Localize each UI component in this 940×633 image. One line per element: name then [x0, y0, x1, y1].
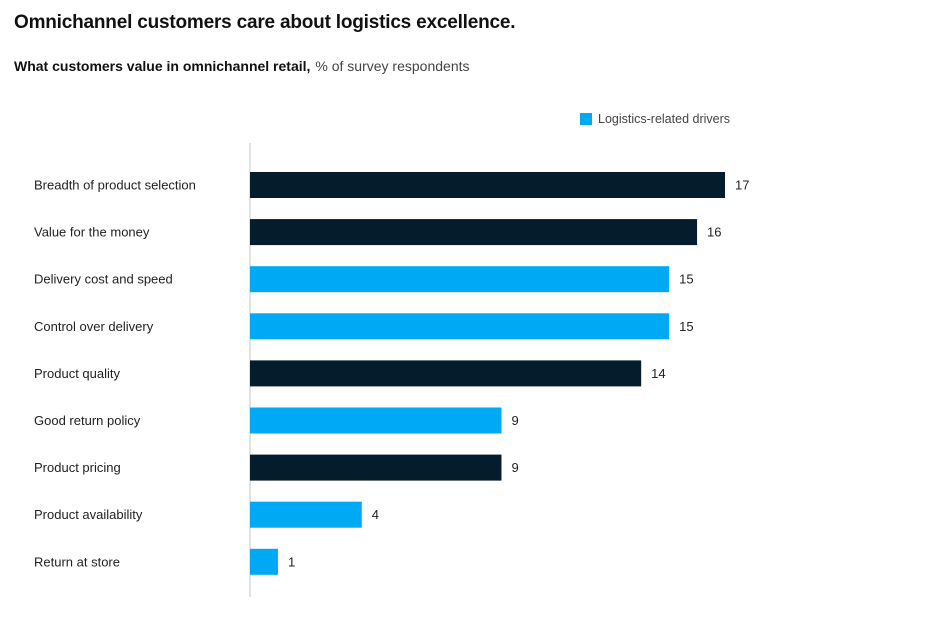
category-label: Good return policy: [34, 413, 141, 428]
bar: [250, 219, 698, 246]
category-label: Product pricing: [34, 460, 121, 475]
category-label: Product quality: [34, 366, 120, 381]
subtitle-unit: % of survey respondents: [315, 58, 470, 74]
value-label: 14: [651, 366, 665, 381]
value-label: 16: [707, 225, 721, 240]
bar: [250, 360, 642, 387]
value-label: 1: [288, 554, 295, 569]
legend-swatch-logistics: [580, 113, 592, 125]
value-label: 9: [511, 413, 518, 428]
value-label: 15: [679, 319, 693, 334]
category-label: Product availability: [34, 507, 143, 522]
bar: [250, 172, 725, 198]
chart-subtitle: What customers value in omnichannel reta…: [14, 58, 470, 74]
category-label: Breadth of product selection: [34, 178, 196, 193]
bar: [250, 407, 502, 434]
subtitle-main: What customers value in omnichannel reta…: [14, 58, 311, 74]
value-label: 4: [372, 507, 379, 522]
value-label: 9: [511, 460, 518, 475]
bar: [250, 548, 278, 575]
legend: Logistics-related drivers: [580, 112, 730, 126]
bar: [250, 501, 362, 528]
bar: [250, 266, 670, 293]
category-label: Delivery cost and speed: [34, 272, 173, 287]
value-label: 15: [679, 272, 693, 287]
legend-label-logistics: Logistics-related drivers: [598, 112, 730, 126]
bar: [250, 313, 670, 340]
chart-title: Omnichannel customers care about logisti…: [14, 12, 516, 33]
value-label: 17: [735, 178, 749, 193]
category-label: Return at store: [34, 554, 120, 569]
bar: [250, 454, 502, 481]
category-label: Value for the money: [34, 225, 150, 240]
category-label: Control over delivery: [34, 319, 154, 334]
